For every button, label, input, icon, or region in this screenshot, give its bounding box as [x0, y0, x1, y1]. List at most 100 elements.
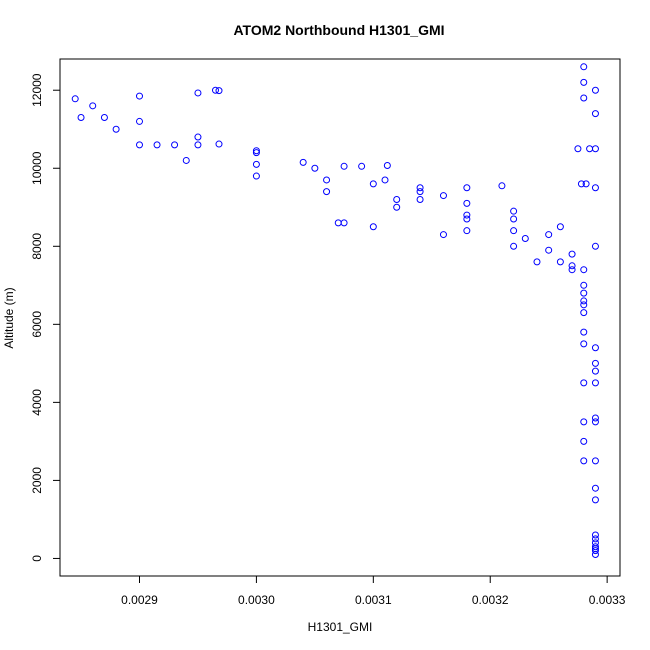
y-tick-label: 2000 — [30, 467, 44, 494]
data-point — [580, 309, 588, 317]
data-point — [369, 223, 377, 231]
data-point — [577, 180, 585, 188]
data-point — [323, 176, 331, 184]
data-point — [153, 141, 161, 149]
data-point — [591, 484, 599, 492]
data-point — [215, 87, 223, 95]
data-point — [416, 184, 424, 192]
data-point — [89, 102, 97, 110]
data-point — [591, 86, 599, 94]
data-point — [416, 188, 424, 196]
data-point — [136, 117, 143, 125]
data-point — [580, 266, 588, 274]
data-point — [393, 203, 401, 211]
data-point — [568, 250, 576, 258]
y-tick-label: 4000 — [30, 389, 44, 416]
data-point — [580, 437, 588, 445]
data-point — [100, 114, 108, 122]
data-point — [194, 89, 202, 97]
x-tick-label: 0.0030 — [238, 593, 275, 607]
data-point — [533, 258, 541, 266]
data-point — [182, 156, 190, 164]
data-point — [580, 78, 588, 86]
data-point — [510, 215, 518, 223]
data-point — [252, 160, 260, 168]
data-point — [591, 496, 599, 504]
data-point — [574, 145, 582, 153]
data-point — [498, 182, 506, 190]
y-tick-label: 12000 — [30, 73, 44, 107]
data-point — [71, 95, 79, 103]
data-point — [510, 227, 518, 235]
data-point — [416, 195, 424, 203]
data-point — [556, 258, 564, 266]
data-point — [591, 242, 599, 250]
data-point — [136, 92, 143, 100]
data-point — [580, 281, 588, 289]
x-axis: 0.0029 0.0030 0.0031 0.0032 0.0033 — [121, 576, 626, 607]
data-point — [439, 231, 447, 239]
data-point — [580, 297, 588, 305]
plot-frame — [59, 58, 621, 577]
data-point — [334, 219, 342, 227]
data-point — [580, 340, 588, 348]
data-point — [580, 301, 588, 309]
data-point — [215, 140, 223, 148]
y-tick-label: 10000 — [30, 151, 44, 185]
data-point — [439, 192, 447, 200]
data-point — [463, 199, 471, 207]
data-point — [591, 457, 599, 465]
data-point — [591, 543, 599, 551]
data-points — [71, 63, 599, 559]
data-point — [545, 246, 553, 254]
data-point — [545, 231, 553, 239]
x-axis-label: H1301_GMI — [308, 620, 373, 634]
x-tick-label: 0.0031 — [355, 593, 392, 607]
data-point — [580, 94, 588, 102]
data-point — [521, 234, 529, 242]
data-point — [580, 418, 588, 426]
data-point — [252, 149, 260, 157]
data-point — [369, 180, 377, 188]
data-point — [463, 215, 471, 223]
data-point — [340, 219, 348, 227]
data-point — [252, 147, 260, 155]
data-point — [591, 547, 599, 555]
data-point — [381, 176, 389, 184]
data-point — [323, 188, 331, 196]
x-tick-label: 0.0029 — [121, 593, 158, 607]
data-point — [340, 162, 348, 170]
data-point — [463, 184, 471, 192]
y-tick-label: 8000 — [30, 233, 44, 260]
y-axis-label: Altitude (m) — [2, 287, 16, 348]
data-point — [252, 172, 260, 180]
data-point — [591, 359, 599, 367]
data-point — [591, 367, 599, 375]
data-point — [586, 145, 594, 153]
data-point — [393, 195, 401, 203]
y-tick-label: 0 — [30, 555, 44, 562]
x-tick-label: 0.0032 — [472, 593, 509, 607]
data-point — [580, 63, 588, 71]
data-point — [591, 414, 599, 422]
x-tick-label: 0.0033 — [589, 593, 626, 607]
chart-title: ATOM2 Northbound H1301_GMI — [233, 22, 444, 38]
data-point — [383, 162, 391, 170]
data-point — [194, 141, 202, 149]
data-point — [568, 266, 576, 274]
data-point — [556, 223, 564, 231]
data-point — [580, 328, 588, 336]
data-point — [580, 457, 588, 465]
data-point — [171, 141, 179, 149]
data-point — [591, 539, 599, 547]
data-point — [591, 344, 599, 352]
data-point — [582, 180, 590, 188]
data-point — [591, 110, 599, 118]
data-point — [112, 125, 120, 133]
data-point — [591, 531, 599, 539]
data-point — [580, 379, 588, 387]
data-point — [568, 262, 576, 270]
data-point — [591, 145, 599, 153]
data-point — [463, 211, 471, 219]
